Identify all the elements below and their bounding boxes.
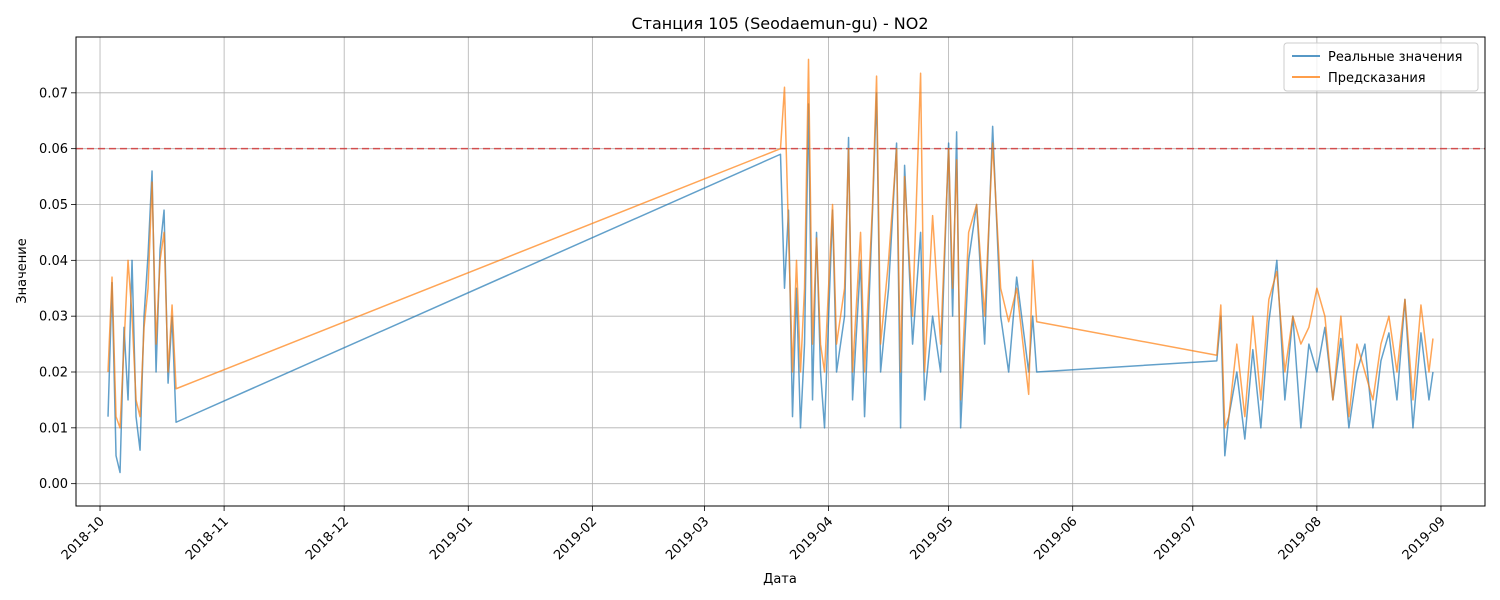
y-axis-label: Значение (15, 238, 30, 303)
y-tick-label: 0.05 (39, 198, 68, 213)
series-line-predicted (107, 58, 1434, 429)
x-axis-label: Дата (763, 572, 797, 587)
legend-box (1283, 42, 1479, 92)
y-tick-label: 0.07 (39, 86, 68, 101)
legend: Реальные значения Предсказания (1283, 42, 1479, 92)
y-tick-label: 0.06 (39, 142, 68, 157)
y-axis-ticks: 0.00 0.01 0.02 0.03 0.04 0.05 0.06 0.07 (39, 86, 76, 492)
legend-label-actual: Реальные значения (1328, 50, 1463, 65)
legend-label-predicted: Предсказания (1328, 71, 1426, 86)
y-tick-label: 0.04 (39, 254, 68, 269)
y-tick-label: 0.03 (39, 310, 68, 325)
y-tick-label: 0.01 (39, 421, 68, 436)
series-layer (107, 58, 1434, 474)
y-tick-label: 0.00 (39, 477, 68, 492)
y-tick-label: 0.02 (39, 366, 68, 381)
chart-title: Станция 105 (Seodaemun-gu) - NO2 (631, 14, 928, 33)
plot-frame (75, 36, 1486, 507)
